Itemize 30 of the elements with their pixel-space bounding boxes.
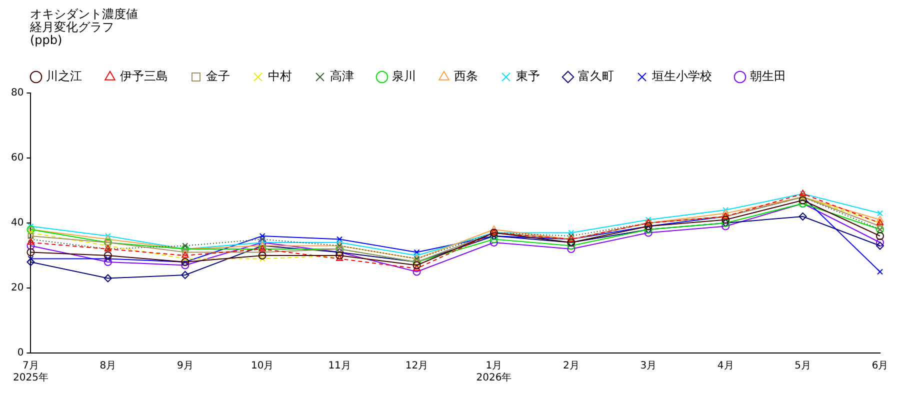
x-tick-label: 12月 xyxy=(405,360,428,372)
x-tick-label: 9月 xyxy=(176,360,194,372)
x-tick-label: 11月 xyxy=(328,360,351,372)
x-tick-label: 5月 xyxy=(794,360,811,372)
legend-label: 垣生小学校 xyxy=(651,69,712,84)
legend-label: 中村 xyxy=(268,69,292,84)
x-tick-label: 6月 xyxy=(872,360,888,372)
legend-label: 金子 xyxy=(206,69,230,84)
x-tick-label: 7月 2025年 xyxy=(13,360,48,384)
legend-label: 朝生田 xyxy=(750,69,786,84)
text: (ppb) xyxy=(30,33,64,47)
y-tick-label: 20 xyxy=(10,282,24,294)
x-tick-label: 3月 xyxy=(640,360,657,372)
y-tick-label: 60 xyxy=(10,152,24,164)
chart-title: オキシダント濃度値経月変化グラフ xyxy=(30,7,139,34)
legend-label: 高津 xyxy=(330,69,354,84)
x-tick-label: 10月 xyxy=(250,360,274,372)
y-tick-label: 0 xyxy=(17,348,24,359)
y-tick-label: 80 xyxy=(10,88,24,99)
legend-label: 川之江 xyxy=(46,69,82,84)
x-tick-label: 2月 xyxy=(562,360,580,372)
legend-label: 富久町 xyxy=(578,69,614,84)
legend-label: 伊予三島 xyxy=(120,69,168,84)
legend-label: 西条 xyxy=(454,69,478,84)
legend-label: 泉川 xyxy=(392,69,416,84)
x-tick-label: 8月 xyxy=(100,360,116,372)
x-tick-label: 4月 xyxy=(717,360,734,372)
legend-label: 東予 xyxy=(516,69,540,84)
y-tick-label: 40 xyxy=(10,218,24,229)
x-tick-label: 1月 2026年 xyxy=(476,360,512,384)
